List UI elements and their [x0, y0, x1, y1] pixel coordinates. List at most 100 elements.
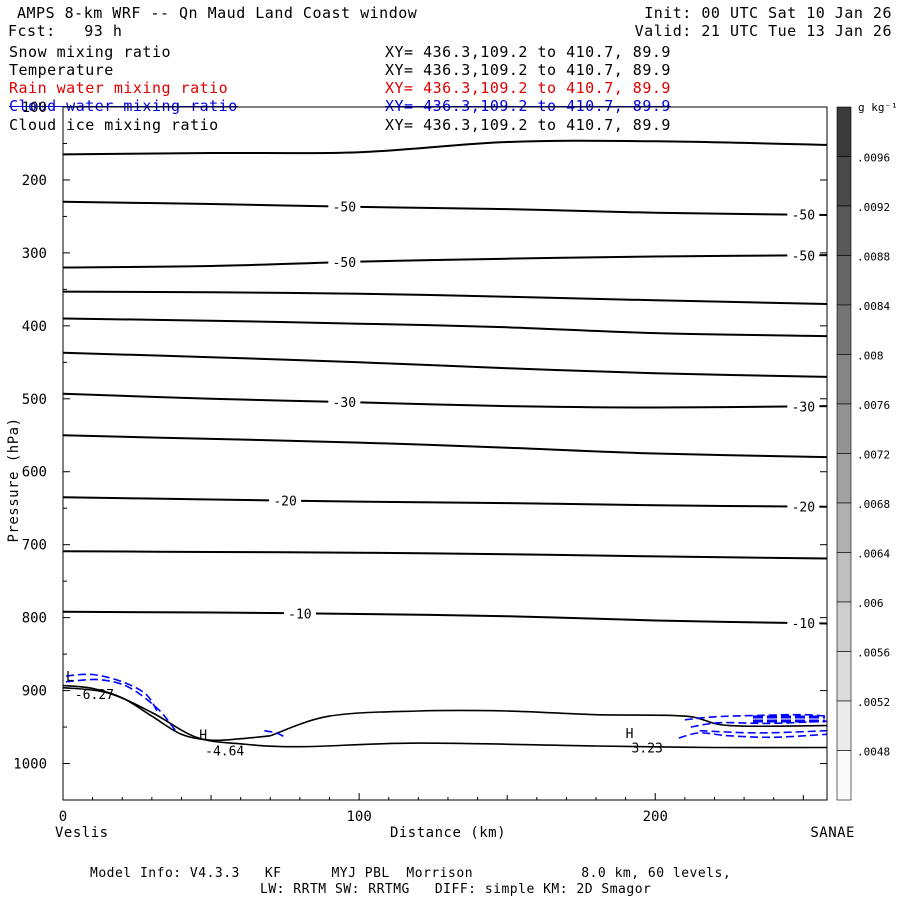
colorbar-label: .0084 [857, 300, 890, 313]
isotherm-layer: -50 -50 -50 -50 -30 -30 -20 -20 -10 -10 [62, 139, 828, 632]
colorbar-label: .0068 [857, 498, 890, 511]
field-cloudwater-xy: XY= 436.3,109.2 to 410.7, 89.9 [385, 97, 671, 115]
y-tick-label: 500 [22, 392, 47, 408]
y-axis-label: Pressure (hPa) [6, 417, 22, 542]
header-init: Init: 00 UTC Sat 10 Jan 26 [644, 4, 892, 22]
header-title: AMPS 8-km WRF -- Qn Maud Land Coast wind… [17, 4, 418, 22]
boundary-line [62, 684, 271, 742]
colorbar-bin [836, 502, 852, 553]
cloud-water-contour [65, 678, 177, 732]
isotherm-line [62, 434, 828, 459]
extremum-label: L [66, 670, 74, 685]
colorbar-label: .0072 [857, 449, 890, 462]
isotherm-label: -50 [333, 256, 356, 271]
colorbar-label: .008 [857, 350, 884, 363]
isotherm-label-right: -10 [792, 617, 815, 632]
colorbar-label: .0064 [857, 548, 890, 561]
colorbar-bin [836, 651, 852, 702]
field-snow-xy: XY= 436.3,109.2 to 410.7, 89.9 [385, 43, 671, 61]
isotherm-line [62, 290, 828, 305]
field-rain-xy: XY= 436.3,109.2 to 410.7, 89.9 [385, 79, 671, 97]
isotherm-label-bg [328, 198, 361, 214]
colorbar-bin [836, 750, 852, 801]
y-tick-label: 200 [22, 173, 47, 189]
y-tick-label: 300 [22, 246, 47, 262]
isotherm-label-bg [787, 206, 820, 222]
isotherm-label-right: -50 [792, 209, 815, 224]
isotherm-line [62, 139, 828, 156]
colorbar-bin [836, 205, 852, 256]
y-tick-label: 1000 [13, 757, 47, 773]
isotherm-label-right: -30 [792, 400, 815, 415]
colorbar-label: .0092 [857, 201, 890, 214]
footer-physics-info: LW: RRTM SW: RRTMG DIFF: simple KM: 2D S… [260, 882, 652, 897]
y-tick-label: 800 [22, 611, 47, 627]
extremum-label: 3.23 [632, 741, 663, 756]
boundary-line [270, 709, 828, 737]
field-temp-xy: XY= 436.3,109.2 to 410.7, 89.9 [385, 61, 671, 79]
colorbar-bin [836, 156, 852, 207]
x-axis-label: Distance (km) [390, 825, 506, 841]
y-tick-label: 900 [22, 684, 47, 700]
colorbar-bin [836, 403, 852, 454]
extremum-label: H [199, 728, 207, 743]
cloud-water-layer [65, 673, 828, 739]
colorbar-bin [836, 601, 852, 652]
extremum-label: H [626, 727, 634, 742]
colorbar-label: .0076 [857, 399, 890, 412]
cloud-water-contour [684, 713, 828, 721]
isotherm-label-right: -20 [792, 501, 815, 516]
isotherm-label: -20 [273, 495, 296, 510]
colorbar-bin [836, 552, 852, 603]
colorbar-bin [836, 304, 852, 355]
isotherm-line [62, 496, 828, 508]
isotherm-line [62, 610, 828, 625]
colorbar-bin [836, 453, 852, 504]
colorbar-label: .0096 [857, 152, 890, 165]
colorbar-bin [836, 700, 852, 751]
field-cloudice-name: Cloud ice mixing ratio [9, 116, 219, 134]
isotherm-label: -50 [333, 201, 356, 216]
colorbar-bin [836, 106, 852, 157]
cloud-water-contour [264, 729, 286, 739]
isotherm-line [62, 254, 828, 269]
inversion-layer [62, 684, 828, 749]
isotherm-label-bg [787, 498, 820, 514]
isotherm-label-bg [787, 615, 820, 631]
boundary-line [62, 686, 828, 749]
colorbar-label: .006 [857, 597, 884, 610]
colorbar-bin [836, 255, 852, 306]
isotherm-line [62, 200, 828, 216]
isotherm-label: -30 [333, 396, 356, 411]
y-tick-label: 700 [22, 538, 47, 554]
y-tick-label: 600 [22, 465, 47, 481]
extremum-label: -4.64 [205, 744, 244, 759]
y-tick-label: 400 [22, 319, 47, 335]
axis-layer [62, 106, 828, 801]
y-tick-label: 100 [22, 100, 47, 116]
isotherm-line [62, 392, 828, 409]
field-rain-name: Rain water mixing ratio [9, 79, 229, 97]
extremum-label: -6.27 [75, 688, 114, 703]
start-location-label: Veslis [55, 825, 109, 841]
x-tick-label: 200 [643, 809, 668, 825]
x-tick-label: 0 [59, 809, 67, 825]
cloud-water-contour [699, 729, 828, 734]
isotherm-label: -10 [288, 607, 311, 622]
colorbar-label: .0052 [857, 696, 890, 709]
field-temp-name: Temperature [9, 61, 114, 79]
isotherm-line [62, 317, 828, 338]
isotherm-line [62, 550, 828, 560]
x-tick-label: 100 [346, 809, 371, 825]
colorbar: .0096 .0092 .0088 .0084 .008 .0076 .0072 .0068.… [836, 106, 890, 801]
plot-frame [62, 106, 828, 801]
colorbar-label: .0056 [857, 647, 890, 660]
footer-model-info: Model Info: V4.3.3 KF MYJ PBL Morrison 8… [90, 866, 732, 881]
header-fcst: Fcst: 93 h [8, 22, 123, 40]
colorbar-label: .0048 [857, 746, 890, 759]
isotherm-label-bg [269, 492, 302, 508]
field-snow-name: Snow mixing ratio [9, 43, 172, 61]
end-location-label: SANAE [810, 825, 855, 841]
